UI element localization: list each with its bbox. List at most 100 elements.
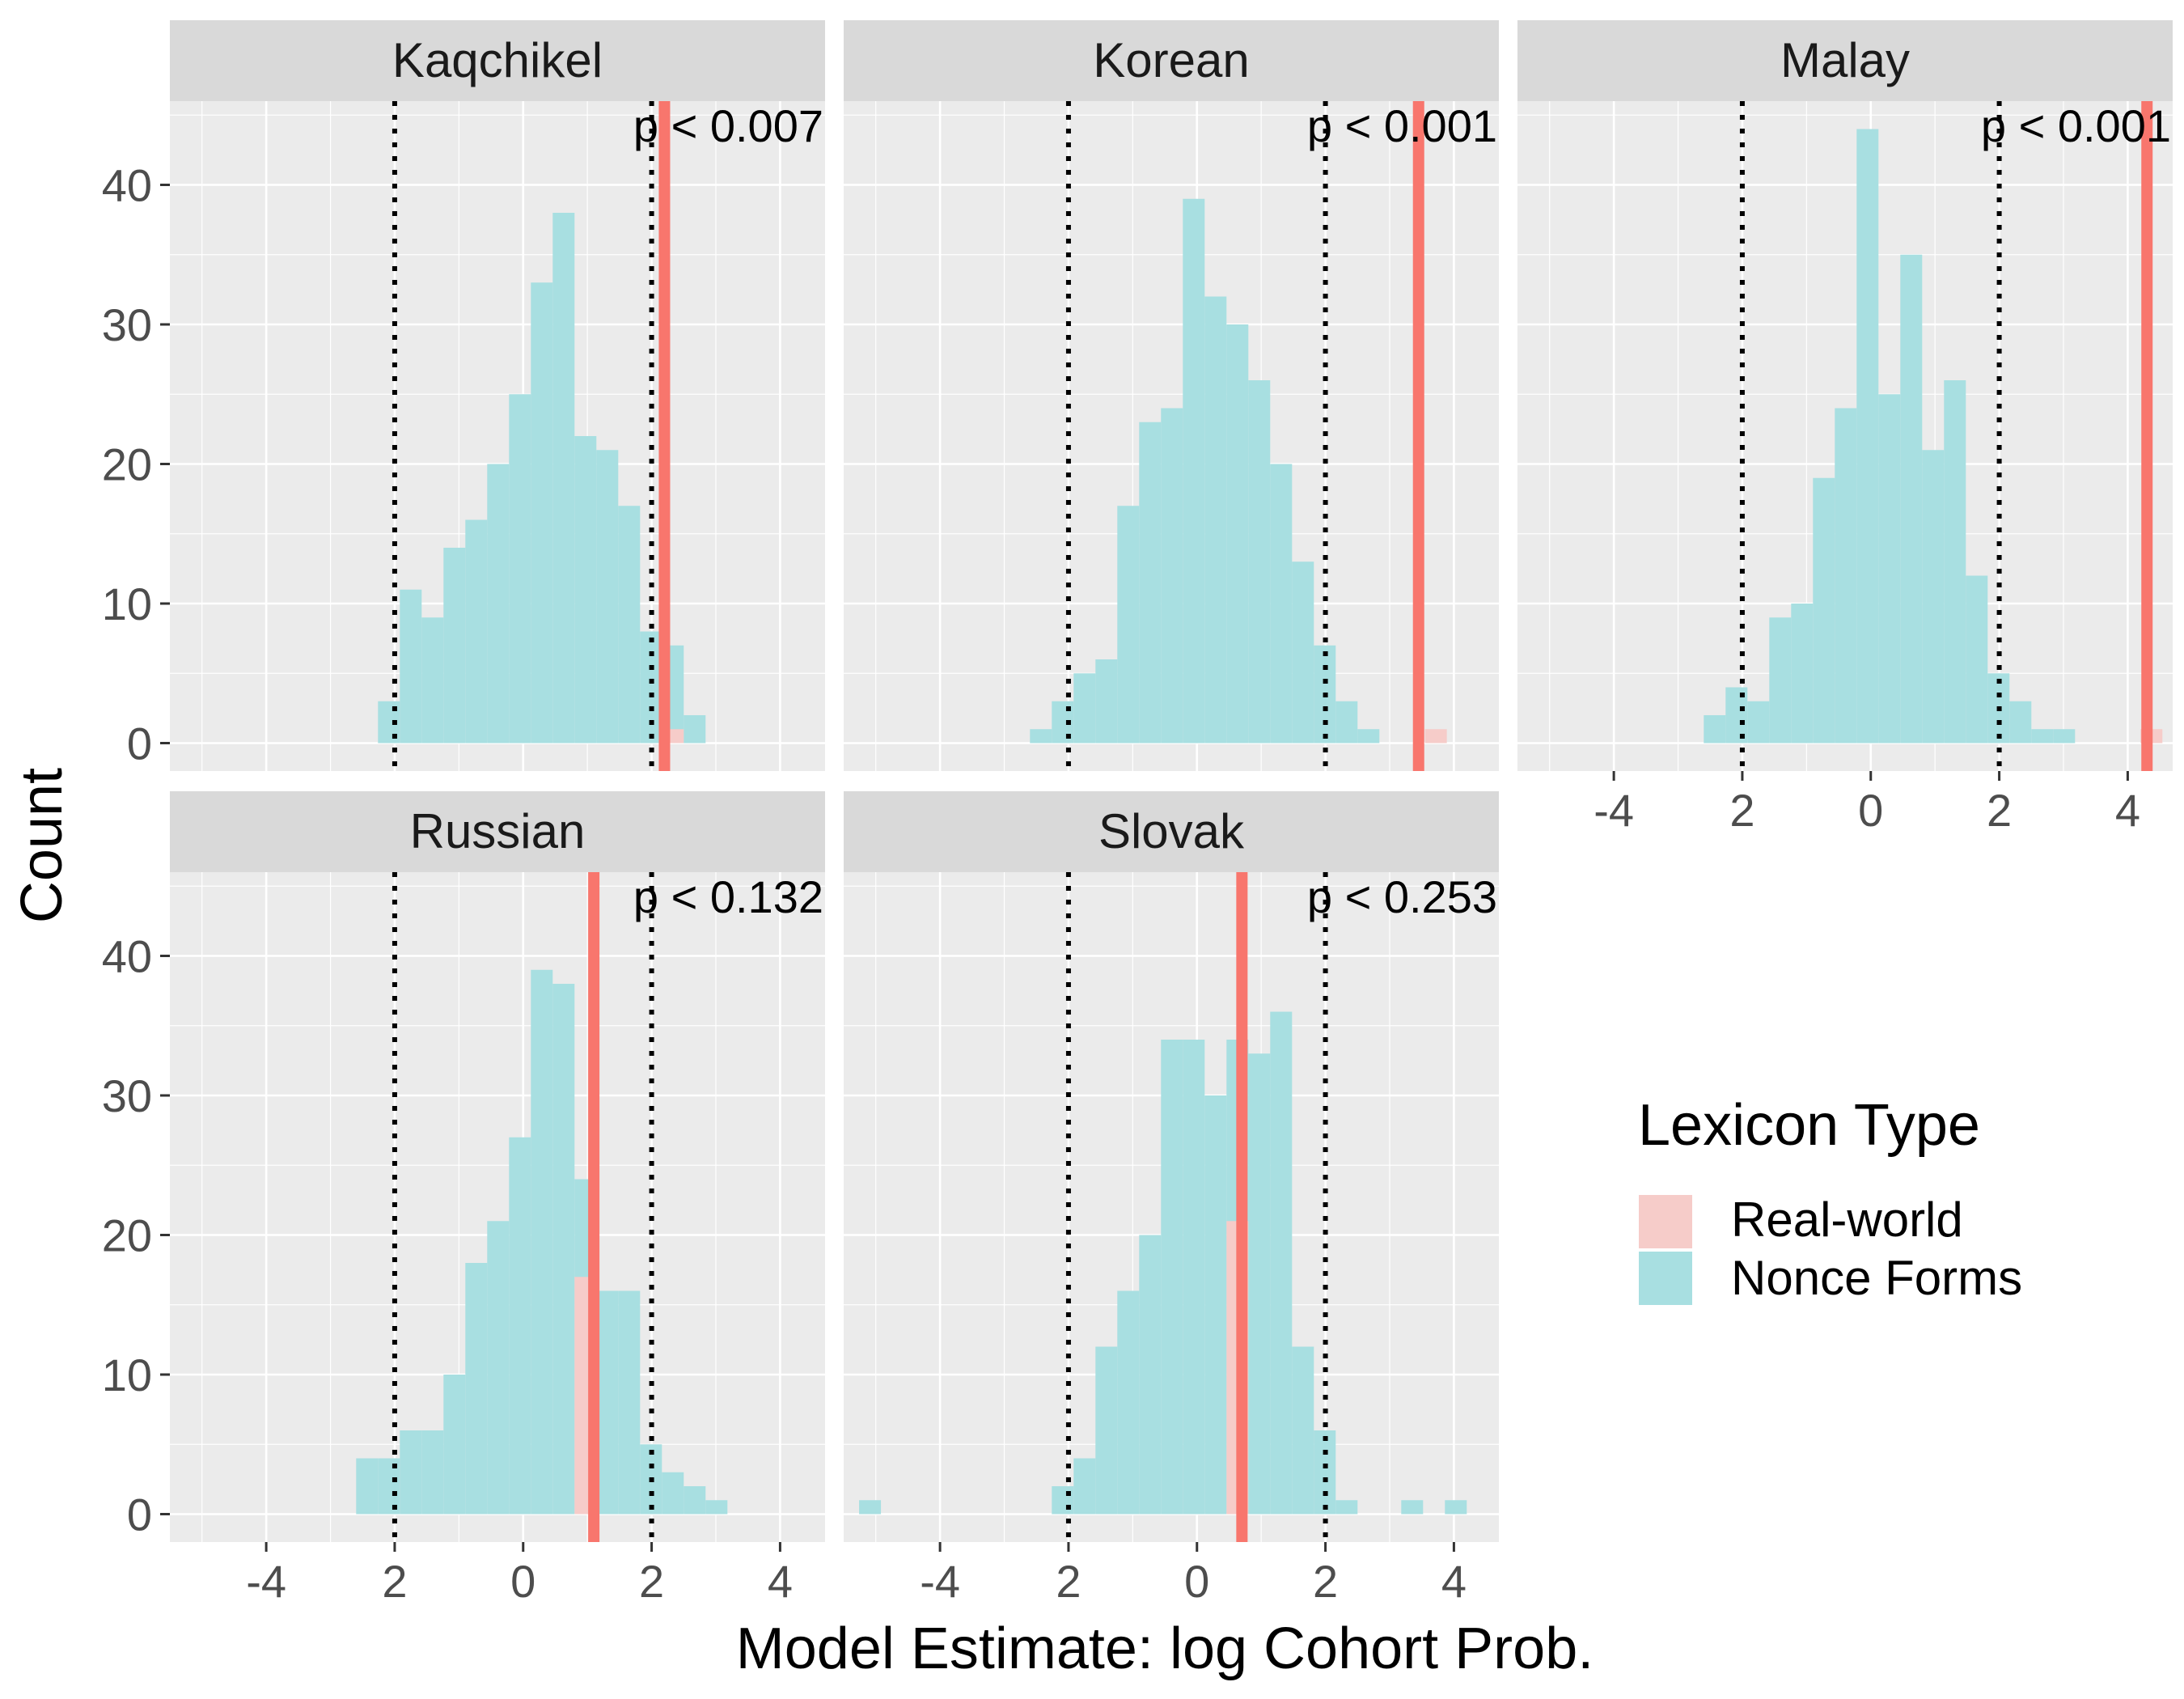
nonce-bar — [2053, 729, 2076, 744]
nonce-bar — [1161, 408, 1183, 744]
nonce-bar — [1357, 729, 1380, 744]
nonce-bar — [705, 1500, 728, 1515]
nonce-bar — [1922, 450, 1945, 744]
nonce-bar — [509, 1137, 531, 1515]
nonce-bar — [618, 506, 641, 744]
nonce-bar — [1813, 477, 1835, 744]
nonce-bar — [1335, 701, 1358, 744]
panel-slovak: Slovak p < 0.253 -4 2 0 2 4 — [844, 791, 1499, 1607]
nonce-bar — [1747, 701, 1770, 744]
strip-label-malay: Malay — [1780, 33, 1910, 87]
nonce-bar — [859, 1500, 882, 1515]
nonce-bar — [1073, 1458, 1096, 1515]
legend-title: Lexicon Type — [1638, 1093, 1980, 1158]
real-world-bar — [1424, 729, 1447, 744]
strip-kaqchikel — [170, 20, 825, 101]
y-tick-label: 30 — [102, 1070, 152, 1121]
legend-label-real-world: Real-world — [1731, 1193, 1963, 1247]
x-tick-label: 2 — [1313, 1556, 1338, 1607]
legend-label-nonce-forms: Nonce Forms — [1731, 1251, 2022, 1305]
panel-korean: Korean p < 0.001 — [844, 20, 1499, 771]
x-tick-label: 2 — [1987, 785, 2012, 836]
nonce-bar — [356, 1458, 379, 1515]
y-tick-label: 0 — [127, 1489, 152, 1540]
strip-label-slovak: Slovak — [1098, 804, 1245, 858]
x-tick-label: -4 — [246, 1556, 286, 1607]
nonce-bar — [662, 1472, 684, 1515]
x-tick-label: 2 — [1056, 1556, 1081, 1607]
nonce-bar — [1966, 575, 1988, 744]
nonce-bar — [1878, 394, 1901, 744]
nonce-bar — [1052, 1486, 1074, 1515]
x-tick-label: 2 — [382, 1556, 407, 1607]
x-tick-label: 4 — [2115, 785, 2140, 836]
nonce-bar — [1292, 1346, 1314, 1515]
nonce-bar — [1835, 408, 1857, 744]
legend: Lexicon Type Real-world Nonce Forms — [1638, 1093, 2022, 1305]
x-tick-label: -4 — [920, 1556, 960, 1607]
y-tick-label: 0 — [127, 718, 152, 769]
nonce-bar — [1314, 1430, 1336, 1515]
x-tick-label: 0 — [1858, 785, 1883, 836]
p-value-annotation: p < 0.253 — [1307, 871, 1497, 922]
p-value-annotation: p < 0.001 — [1307, 100, 1497, 151]
strip-korean — [844, 20, 1499, 101]
x-tick-label: 4 — [768, 1556, 793, 1607]
nonce-bar — [1183, 198, 1205, 744]
y-tick-label: 30 — [102, 299, 152, 350]
nonce-bar — [1161, 1040, 1183, 1515]
p-value-annotation: p < 0.007 — [633, 100, 823, 151]
nonce-bar — [465, 1263, 488, 1515]
y-tick-label: 20 — [102, 439, 152, 490]
nonce-bar — [640, 631, 662, 744]
x-tick-label: 4 — [1441, 1556, 1467, 1607]
y-tick-label: 40 — [102, 931, 152, 982]
nonce-bar — [1270, 1011, 1293, 1515]
nonce-bar — [531, 969, 553, 1515]
x-tick-label: -4 — [1594, 785, 1634, 836]
y-tick-label: 10 — [102, 578, 152, 629]
nonce-bar — [400, 1430, 422, 1515]
nonce-bar — [443, 548, 466, 744]
nonce-bar — [1248, 380, 1271, 744]
nonce-bar — [1270, 464, 1293, 744]
nonce-bar — [596, 450, 619, 744]
nonce-bar — [1095, 1346, 1118, 1515]
nonce-bar — [618, 1290, 641, 1515]
nonce-bar — [400, 589, 422, 744]
nonce-bar — [531, 282, 553, 744]
nonce-bar — [574, 436, 597, 744]
legend-key-nonce-forms — [1639, 1252, 1692, 1305]
nonce-bar — [465, 519, 488, 744]
x-axis-title: Model Estimate: log Cohort Prob. — [736, 1616, 1594, 1681]
nonce-bar — [1791, 604, 1814, 744]
nonce-bar — [1900, 254, 1923, 744]
strip-russian — [170, 791, 825, 872]
nonce-bar — [1292, 561, 1314, 744]
nonce-bar — [421, 1430, 444, 1515]
nonce-bar — [1445, 1500, 1467, 1515]
nonce-bar — [421, 617, 444, 744]
strip-malay — [1517, 20, 2173, 101]
nonce-bar — [1139, 1235, 1162, 1515]
y-axis-title: Count — [10, 768, 74, 923]
nonce-bar — [1030, 729, 1052, 744]
nonce-bar — [1944, 380, 1966, 744]
strip-label-korean: Korean — [1093, 33, 1249, 87]
nonce-bar — [1856, 129, 1879, 744]
nonce-bar — [487, 1221, 510, 1515]
nonce-bar — [1204, 296, 1227, 744]
y-tick-label: 40 — [102, 160, 152, 211]
panel-malay: Malay p < 0.001 -4 2 0 2 4 — [1517, 20, 2173, 836]
nonce-bar — [1248, 1053, 1271, 1515]
nonce-bar — [443, 1375, 466, 1515]
strip-label-russian: Russian — [410, 804, 586, 858]
nonce-bar — [552, 213, 575, 744]
x-tick-label: 2 — [639, 1556, 664, 1607]
legend-key-real-world — [1639, 1195, 1692, 1248]
nonce-bar — [596, 1290, 619, 1515]
nonce-bar — [1204, 1095, 1227, 1515]
